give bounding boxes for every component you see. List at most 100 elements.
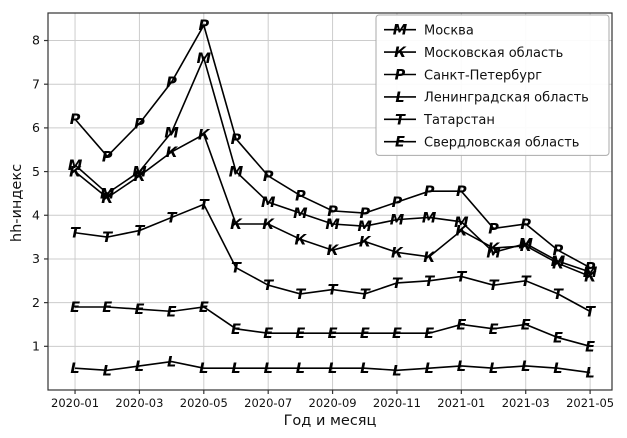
y-tick-label: 8 [32, 33, 40, 48]
data-point-marker-Е: Е [102, 300, 112, 316]
legend-marker-letter: К [394, 45, 407, 61]
data-point-marker-К: К [198, 127, 211, 143]
data-point-marker-L: L [392, 363, 401, 379]
legend-label: Московская область [424, 46, 563, 61]
x-tick-label: 2021-03 [502, 396, 550, 410]
data-point-marker-К: К [520, 239, 533, 255]
legend-label: Свердловская область [424, 136, 579, 151]
legend-item: Т Татарстан [384, 112, 495, 128]
data-point-marker-Т: Т [392, 276, 403, 292]
data-point-marker-L: L [135, 359, 144, 375]
data-point-marker-Е: Е [585, 339, 595, 355]
data-point-marker-Т: Т [295, 287, 306, 303]
data-point-marker-Р: Р [392, 195, 403, 211]
data-point-marker-М: М [293, 206, 308, 222]
data-point-marker-Р: Р [327, 204, 338, 220]
data-point-marker-Р: Р [198, 18, 209, 34]
y-tick-label: 4 [32, 207, 40, 222]
data-point-marker-Т: Т [70, 226, 81, 242]
data-point-marker-Е: Е [424, 326, 434, 342]
data-point-marker-Е: Е [360, 326, 370, 342]
data-point-marker-К: К [455, 224, 468, 240]
data-point-marker-Р: Р [166, 75, 177, 91]
data-point-marker-Т: Т [231, 261, 242, 277]
data-point-marker-L: L [103, 363, 112, 379]
data-point-marker-Р: Р [295, 189, 306, 205]
data-point-marker-Е: Е [328, 326, 338, 342]
data-point-marker-К: К [391, 245, 404, 261]
data-point-marker-Р: Р [488, 221, 499, 237]
plot-frame [47, 12, 613, 391]
data-point-marker-Т: Т [167, 210, 178, 226]
data-point-marker-L: L [489, 361, 498, 377]
y-tick-label: 6 [32, 120, 40, 135]
data-point-marker-М: М [68, 158, 83, 174]
data-point-marker-К: К [262, 217, 275, 233]
legend-marker-letter: Т [395, 112, 406, 128]
data-point-marker-К: К [294, 232, 307, 248]
legend-label: Санкт-Петербург [424, 68, 542, 83]
x-tick-label: 2020-09 [309, 396, 357, 410]
data-point-marker-К: К [423, 250, 436, 266]
data-point-marker-Е: Е [295, 326, 305, 342]
data-point-marker-Е: Е [231, 322, 241, 338]
legend-label: Татарстан [423, 113, 495, 128]
series-line-Р [74, 23, 591, 269]
x-tick-label: 2021-01 [437, 396, 485, 410]
data-point-marker-М: М [261, 195, 276, 211]
data-point-marker-Т: Т [102, 230, 113, 246]
legend-marker-letter: Р [395, 68, 406, 84]
data-point-marker-L: L [199, 361, 208, 377]
data-point-marker-L: L [585, 366, 594, 382]
data-point-marker-Т: Т [134, 224, 145, 240]
data-point-marker-L: L [553, 361, 562, 377]
data-point-marker-Р: Р [263, 169, 274, 185]
data-point-marker-L: L [70, 361, 79, 377]
data-point-marker-М: М [454, 215, 469, 231]
data-point-marker-М: М [197, 51, 212, 67]
data-point-marker-М: М [132, 165, 147, 181]
data-point-marker-Т: Т [199, 197, 210, 213]
data-point-marker-М: М [358, 219, 373, 235]
legend-item: К Московская область [384, 45, 563, 61]
legend-item: М Москва [384, 23, 474, 39]
data-point-marker-К: К [133, 169, 146, 185]
data-point-marker-Т: Т [263, 278, 274, 294]
y-tick-label: 1 [32, 339, 40, 354]
legend-label: Москва [424, 24, 474, 39]
x-tick-label: 2020-03 [115, 396, 163, 410]
data-point-marker-М: М [100, 186, 115, 202]
data-point-marker-Т: Т [456, 269, 467, 285]
legend-marker-letter: Е [395, 135, 405, 151]
data-point-marker-М: М [164, 125, 179, 141]
legend: М Москва К Московская область Р Санкт-Петербу… [375, 14, 610, 156]
x-tick-label: 2020-01 [51, 396, 99, 410]
data-point-marker-Т: Т [328, 283, 339, 299]
data-point-marker-Е: Е [456, 317, 466, 333]
data-point-marker-Р: Р [553, 243, 564, 259]
legend-marker-letter: М [393, 23, 408, 39]
y-tick-label: 3 [32, 251, 40, 266]
data-point-marker-Р: Р [456, 184, 467, 200]
data-point-marker-L: L [264, 361, 273, 377]
data-point-marker-L: L [521, 359, 530, 375]
data-point-marker-К: К [101, 191, 114, 207]
data-point-marker-М: М [229, 165, 244, 181]
legend-label: Ленинградская область [424, 91, 589, 106]
data-point-marker-Р: Р [359, 206, 370, 222]
data-point-marker-Т: Т [553, 287, 564, 303]
y-tick-label: 7 [32, 76, 40, 91]
data-point-marker-L: L [296, 361, 305, 377]
x-tick-label: 2020-11 [373, 396, 421, 410]
data-point-marker-К: К [584, 269, 597, 285]
series-line-М [74, 55, 591, 273]
data-point-marker-К: К [69, 165, 82, 181]
x-tick-label: 2020-07 [244, 396, 292, 410]
data-point-marker-Е: Е [521, 317, 531, 333]
data-point-marker-К: К [359, 234, 372, 250]
legend-item: L Ленинградская область [384, 90, 589, 106]
data-point-marker-К: К [552, 256, 565, 272]
series-line-Т [74, 203, 591, 313]
data-point-marker-Т: Т [424, 274, 435, 290]
data-point-marker-L: L [328, 361, 337, 377]
